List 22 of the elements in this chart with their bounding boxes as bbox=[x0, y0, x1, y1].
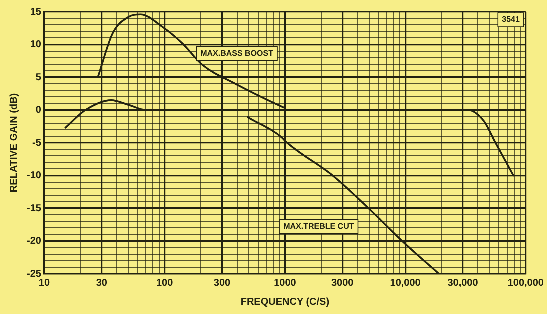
x-tick-label: 30,000 bbox=[448, 278, 479, 289]
x-tick-label: 300 bbox=[214, 278, 232, 289]
y-axis-title: RELATIVE GAIN (dB) bbox=[8, 93, 20, 193]
y-tick-label: -20 bbox=[27, 236, 42, 247]
y-tick-label: -5 bbox=[32, 138, 42, 149]
y-tick-label: 5 bbox=[36, 72, 42, 84]
x-tick-label: 100 bbox=[156, 278, 174, 289]
y-tick-label: 10 bbox=[30, 40, 42, 50]
x-tick-label: 3000 bbox=[331, 278, 354, 289]
annotation: MAX.BASS BOOST bbox=[200, 49, 274, 58]
y-tick-label: -25 bbox=[27, 268, 42, 280]
x-tick-label: 1000 bbox=[274, 278, 297, 289]
x-tick-label: 30 bbox=[96, 278, 108, 289]
x-tick-label: 10,000 bbox=[390, 278, 422, 289]
annotation: MAX.TREBLE CUT bbox=[284, 222, 354, 232]
y-tick-label: -15 bbox=[27, 203, 42, 214]
y-tick-label: 0 bbox=[36, 105, 42, 116]
annotation: 3541 bbox=[502, 15, 520, 24]
y-tick-label: 15 bbox=[30, 6, 42, 18]
x-axis-title: FREQUENCY (C/S) bbox=[240, 296, 330, 308]
y-tick-label: -10 bbox=[27, 170, 42, 182]
x-tick-label: 100,000 bbox=[508, 278, 544, 289]
